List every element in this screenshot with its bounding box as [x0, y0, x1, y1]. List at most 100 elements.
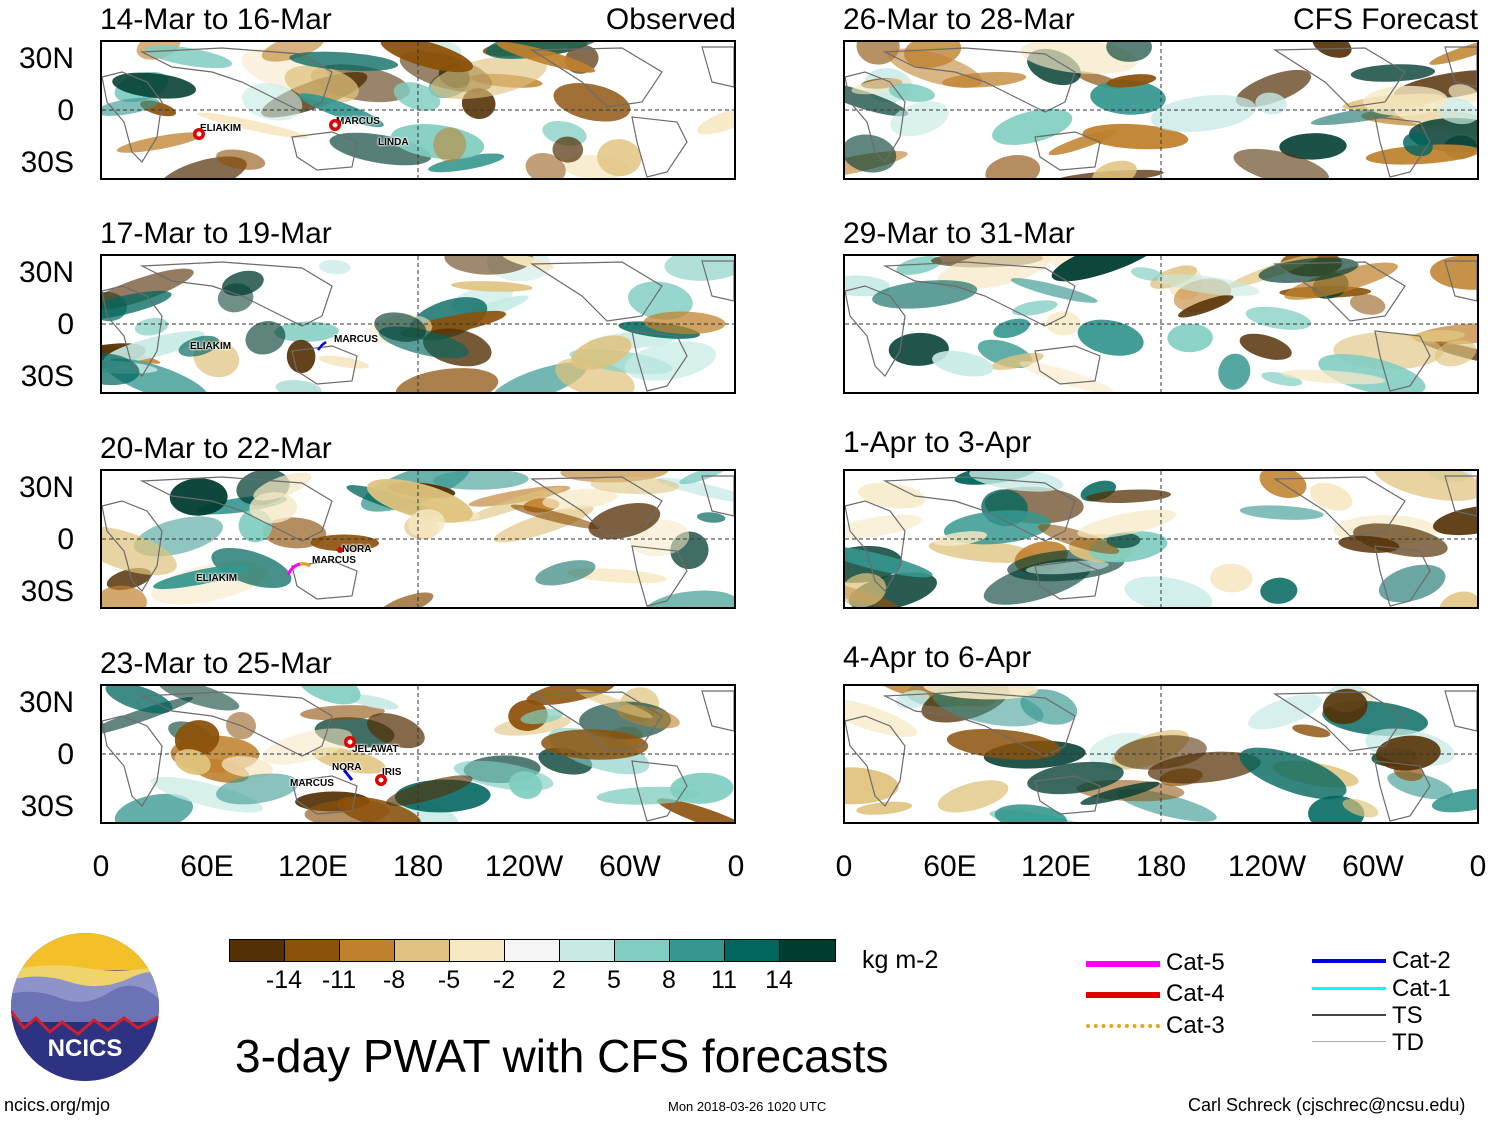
- storm-label-eliakim: ELIAKIM: [196, 573, 238, 584]
- anomaly-patch: [946, 728, 1061, 760]
- anomaly-patch: [510, 504, 601, 530]
- pwat-field: [845, 42, 1477, 178]
- anomaly-patch: [169, 478, 228, 516]
- anomaly-patch: [211, 547, 292, 589]
- anomaly-patch: [845, 514, 923, 539]
- coastline: [1444, 46, 1477, 88]
- anomaly-patch: [1378, 564, 1446, 603]
- anomaly-patch: [178, 335, 220, 357]
- storm-label-nora: NORA: [342, 544, 372, 555]
- anomaly-patch: [249, 492, 297, 524]
- coastline: [1034, 131, 1101, 171]
- coastline: [701, 260, 734, 302]
- anomaly-patch: [1048, 129, 1117, 156]
- coastline: [102, 715, 163, 807]
- anomaly-patch: [1309, 482, 1353, 511]
- lon-label: 120E: [277, 850, 349, 883]
- anomaly-patch: [1261, 371, 1303, 387]
- anomaly-patch: [903, 42, 962, 68]
- coastline: [882, 261, 1076, 327]
- anomaly-patch: [159, 156, 247, 178]
- legend-swatch-cat1: [1312, 987, 1386, 990]
- coastline: [882, 476, 1076, 542]
- anomaly-patch: [319, 259, 351, 275]
- anomaly-patch: [552, 136, 584, 163]
- coastline: [631, 116, 688, 178]
- lon-label: 0: [92, 850, 110, 883]
- lon-label: 0: [835, 850, 853, 883]
- anomaly-patch: [197, 112, 308, 139]
- lon-label: 120E: [1020, 850, 1092, 883]
- coastline: [102, 500, 163, 592]
- coastline: [701, 46, 734, 88]
- lat-label-30n: 30N: [18, 256, 74, 289]
- lat-label-eq: 0: [57, 738, 74, 771]
- lon-label: 120W: [1227, 850, 1307, 883]
- anomaly-patch: [1292, 724, 1331, 738]
- coastline: [139, 476, 333, 542]
- colorbar-tick: -5: [437, 966, 461, 994]
- lon-label: 60E: [923, 850, 977, 883]
- anomaly-patch: [496, 42, 596, 73]
- map-panel-5: [843, 40, 1479, 180]
- anomaly-patch: [1402, 132, 1433, 157]
- anomaly-patch: [657, 798, 734, 822]
- storm-symbol: [317, 341, 327, 351]
- pwat-field: [845, 686, 1477, 822]
- anomaly-patch: [1430, 256, 1477, 290]
- anomaly-patch: [1028, 256, 1077, 267]
- coastline: [701, 475, 734, 517]
- logo-text: NCICS: [48, 1035, 123, 1062]
- anomaly-patch: [1085, 489, 1172, 503]
- colorbar-tick: 2: [552, 966, 566, 994]
- anomaly-patch: [1090, 80, 1166, 115]
- coastline: [1444, 475, 1477, 517]
- anomaly-patch: [932, 350, 994, 377]
- coastline: [845, 500, 906, 592]
- anomaly-patch: [679, 471, 728, 485]
- lat-label-eq: 0: [57, 94, 74, 127]
- anomaly-patch: [274, 321, 339, 342]
- anomaly-patch: [395, 368, 499, 392]
- map-panel-1: [100, 40, 736, 180]
- lon-label: 120W: [484, 850, 564, 883]
- anomaly-patch: [845, 275, 891, 297]
- coastline: [1374, 760, 1431, 822]
- storm-label-marcus: MARCUS: [334, 334, 378, 345]
- panel-title-6: 29-Mar to 31-Mar: [843, 217, 1075, 250]
- panel-title-7: 1-Apr to 3-Apr: [843, 426, 1032, 459]
- panel-title-1: 14-Mar to 16-Mar: [100, 3, 332, 36]
- anomaly-patch: [560, 471, 669, 483]
- panel-title-5: 26-Mar to 28-Mar: [843, 3, 1075, 36]
- coastline: [882, 47, 1076, 113]
- pwat-field: [102, 686, 734, 822]
- coastline: [845, 71, 906, 163]
- anomaly-patch: [1363, 85, 1448, 116]
- storm-label-nora: NORA: [332, 762, 362, 773]
- anomaly-patch: [1210, 563, 1253, 593]
- anomaly-patch: [858, 482, 926, 509]
- anomaly-patch: [380, 42, 473, 73]
- coastline: [1034, 345, 1101, 385]
- anomaly-patch: [1350, 64, 1436, 82]
- anomaly-patch: [1235, 69, 1312, 108]
- map-panel-4: [100, 684, 736, 824]
- colorbar-tick: -2: [492, 966, 516, 994]
- anomaly-patch: [367, 713, 425, 749]
- anomaly-patch: [872, 280, 978, 309]
- anomaly-patch: [1150, 95, 1257, 132]
- coastline: [530, 261, 663, 322]
- anomaly-patch: [923, 686, 1038, 700]
- anomaly-patch: [408, 509, 445, 539]
- footer-url[interactable]: ncics.org/mjo: [4, 1095, 111, 1115]
- anomaly-patch: [697, 107, 734, 135]
- anomaly-patch: [493, 505, 594, 543]
- anomaly-patch: [1350, 293, 1386, 315]
- storm-symbol: [344, 736, 356, 748]
- anomaly-patch: [1248, 694, 1322, 730]
- lon-label: 180: [392, 850, 444, 883]
- anomaly-patch: [1375, 735, 1441, 771]
- panel-title-8: 4-Apr to 6-Apr: [843, 641, 1032, 674]
- colorbar-box: [560, 940, 615, 961]
- anomaly-patch: [105, 686, 173, 714]
